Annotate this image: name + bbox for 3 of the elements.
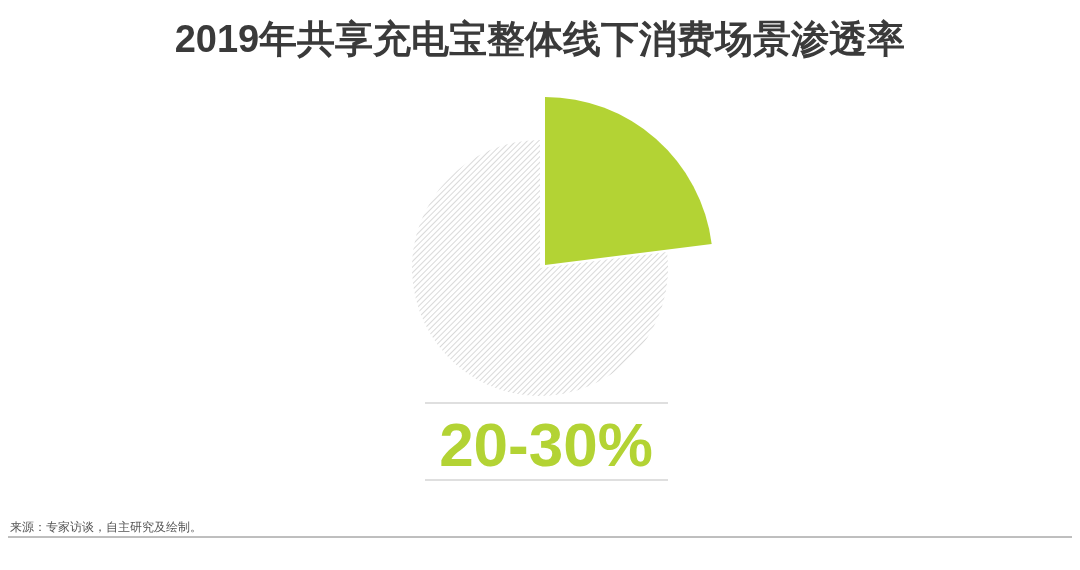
chart-title: 2019年共享充电宝整体线下消费场景渗透率 xyxy=(174,18,906,60)
source-note: 来源：专家访谈，自主研究及绘制。 xyxy=(10,520,202,534)
text: 20-30% xyxy=(439,410,653,479)
